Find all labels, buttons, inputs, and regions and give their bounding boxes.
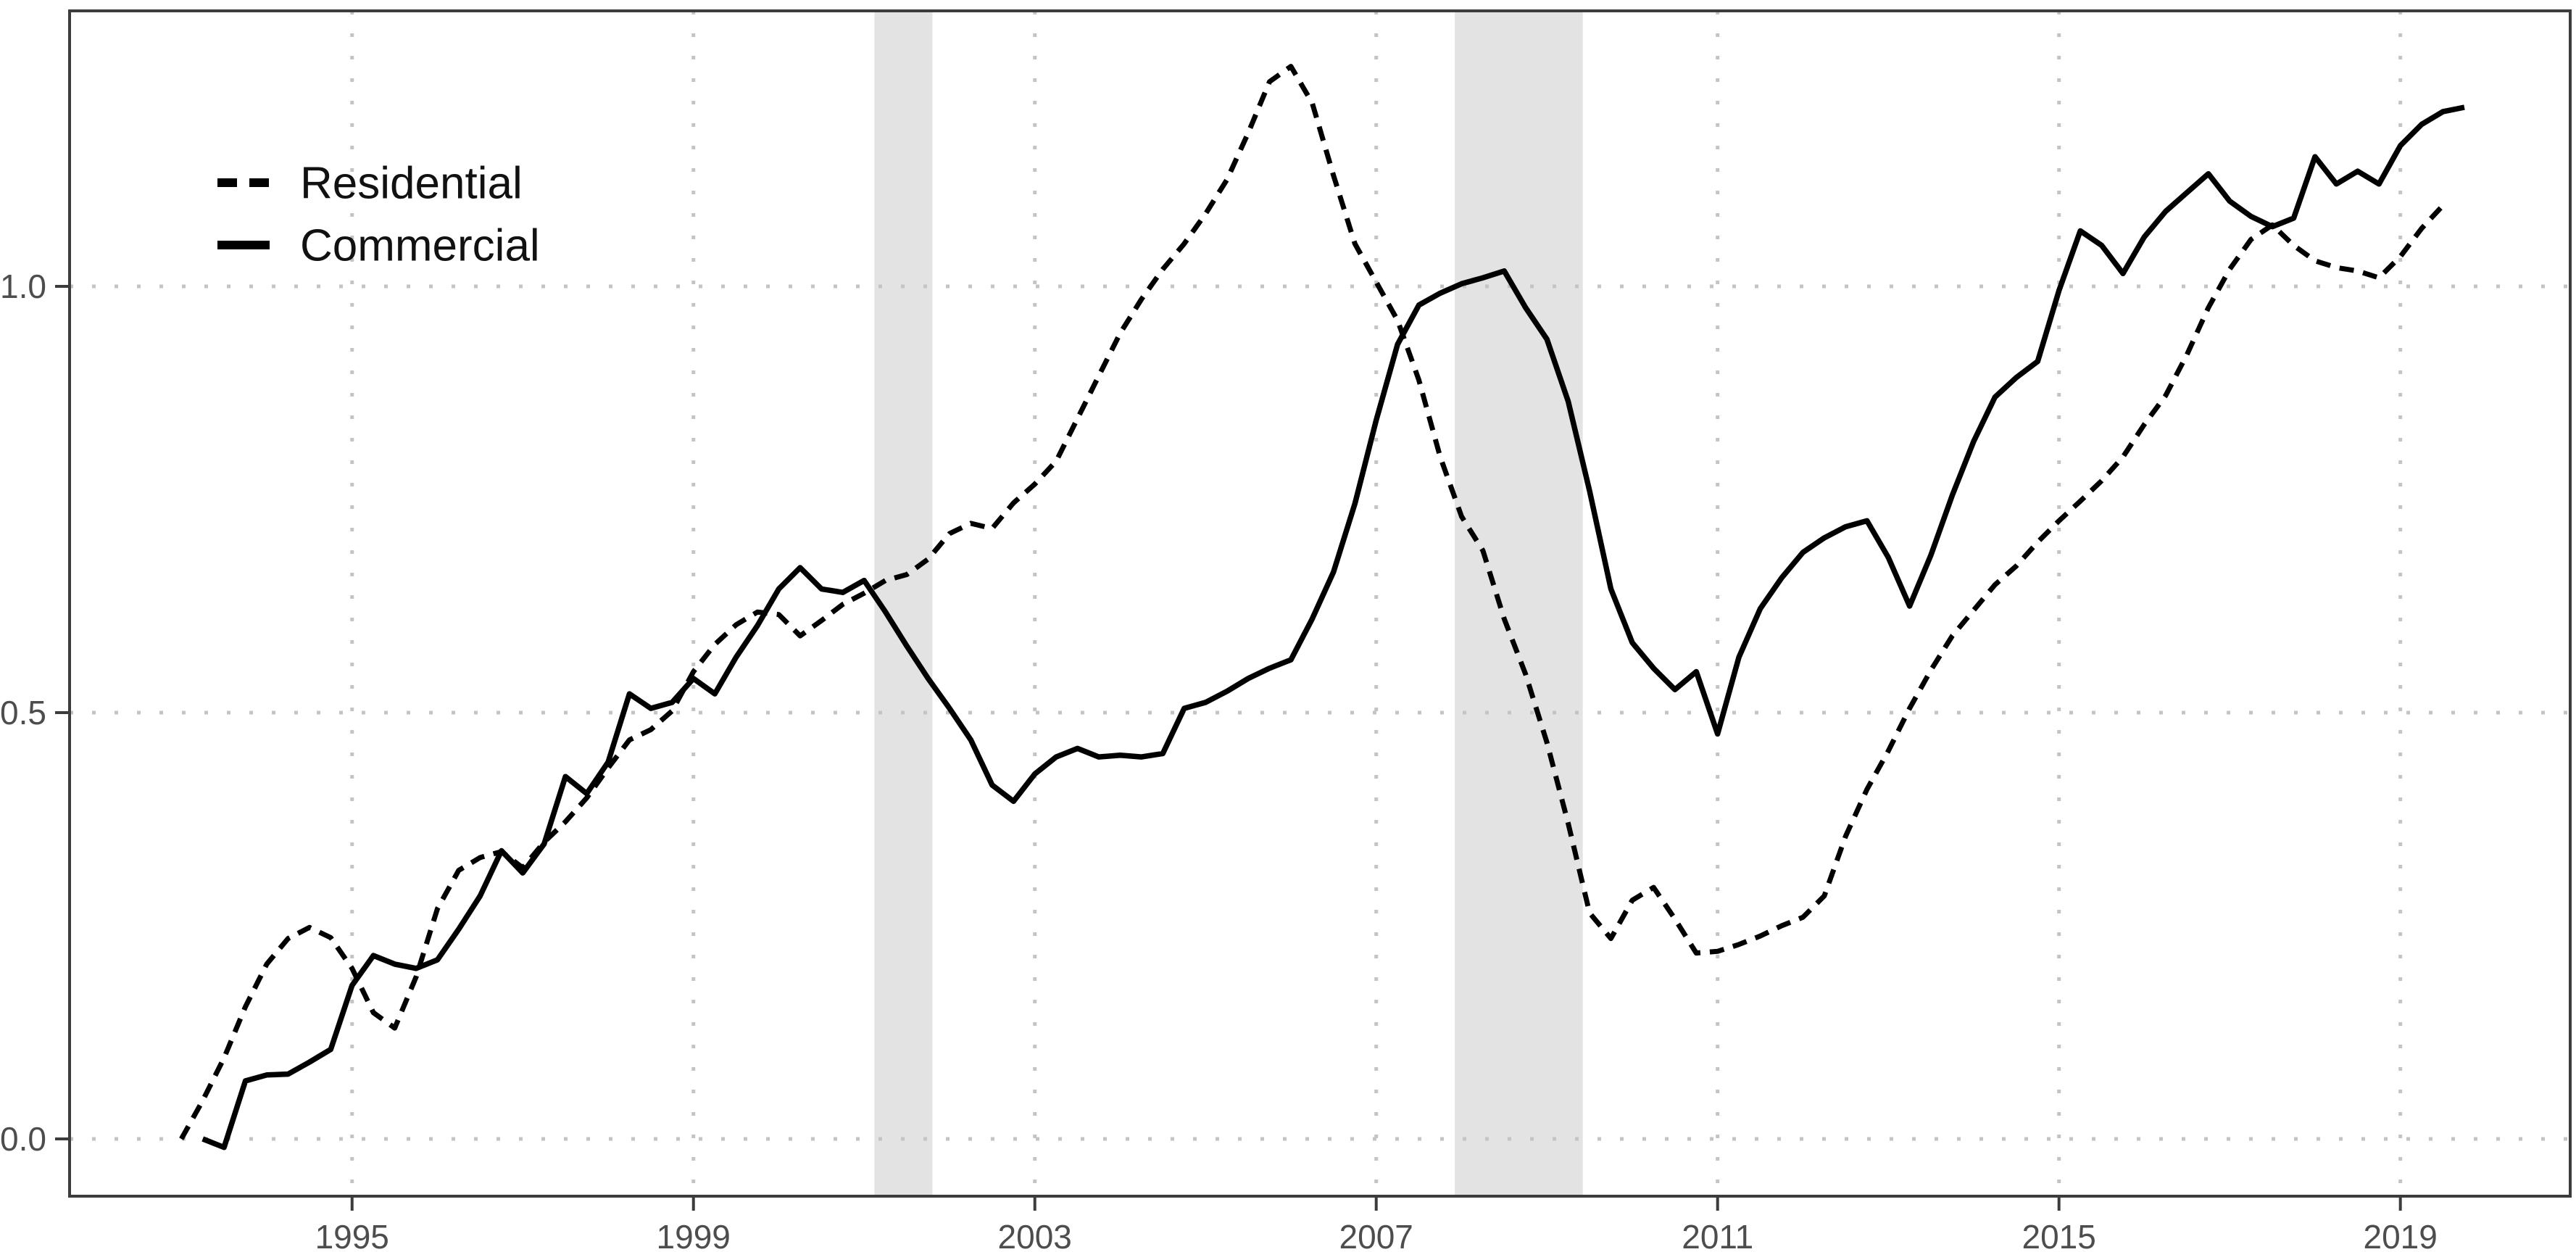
x-axis-tick-label: 2007 bbox=[1339, 1218, 1413, 1252]
legend-label-commercial: Commercial bbox=[300, 221, 540, 271]
x-axis-tick-label: 2003 bbox=[998, 1218, 1072, 1252]
legend: Residential Commercial bbox=[217, 159, 540, 271]
axis-tick-labels: 1995 1999 2003 2007 2011 2015 2019 0.0 0.5 1.0 bbox=[0, 268, 2438, 1252]
residential-line bbox=[179, 64, 2446, 1140]
y-axis-tick-label: 0.5 bbox=[0, 694, 46, 731]
recession-bands bbox=[874, 11, 1583, 1196]
legend-label-residential: Residential bbox=[300, 159, 523, 209]
axis-ticks bbox=[55, 284, 2402, 1211]
recession-band bbox=[874, 11, 933, 1196]
recession-band bbox=[1455, 11, 1583, 1196]
x-axis-tick-label: 2015 bbox=[2022, 1218, 2096, 1252]
x-axis-tick-label: 1999 bbox=[657, 1218, 731, 1252]
x-axis-tick-label: 1995 bbox=[315, 1218, 389, 1252]
plot-panel-border bbox=[68, 9, 2572, 1198]
x-axis-tick-label: 2011 bbox=[1682, 1218, 1753, 1252]
x-axis-tick-label: 2019 bbox=[2364, 1218, 2438, 1252]
commercial-line bbox=[201, 104, 2465, 1151]
data-series bbox=[179, 64, 2465, 1151]
y-axis-tick-label: 1.0 bbox=[0, 268, 46, 305]
y-axis-tick-label: 0.0 bbox=[0, 1120, 46, 1158]
